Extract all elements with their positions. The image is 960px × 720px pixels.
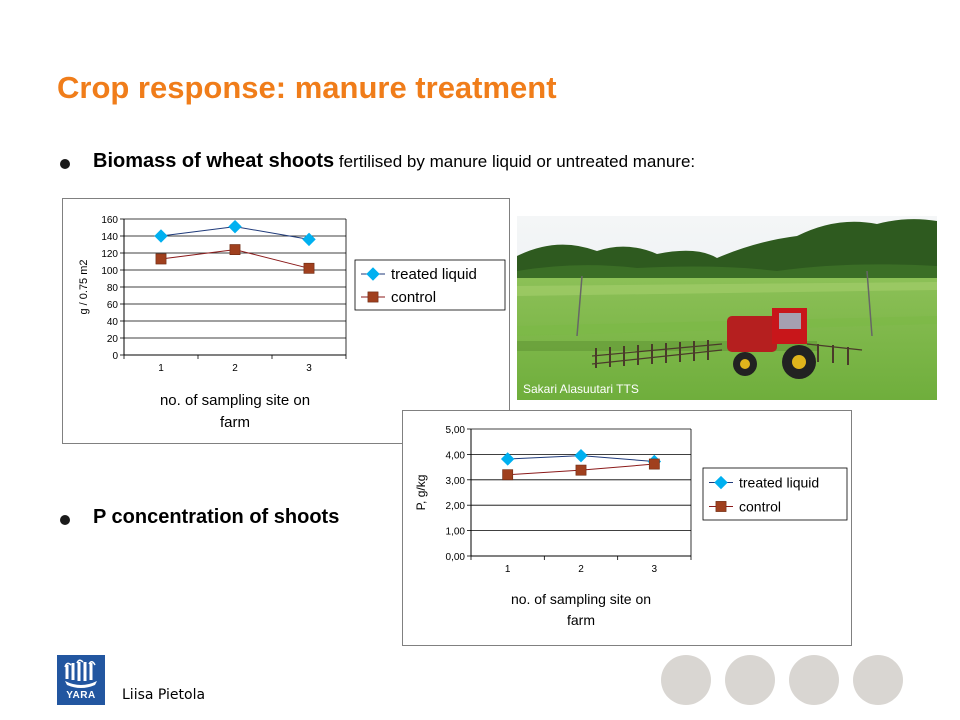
decorative-circle (853, 655, 903, 705)
decorative-circle (789, 655, 839, 705)
y-tick-label: 160 (101, 215, 118, 226)
data-point-square (229, 244, 241, 255)
tractor-photo: Sakari Alasuutari TTS (517, 216, 937, 400)
data-point-square (648, 458, 660, 470)
y-tick-label: 120 (101, 249, 118, 260)
bullet-strong-text: P concentration of shoots (93, 506, 340, 528)
decorative-circle (661, 655, 711, 705)
y-tick-label: 2,00 (446, 501, 466, 512)
x-axis-label-line1: no. of sampling site on (511, 591, 651, 607)
x-tick-label: 1 (158, 363, 164, 374)
bullet-normal-text: fertilised by manure liquid or untreated… (334, 152, 696, 171)
tractor-photo-image (517, 216, 937, 400)
legend-marker-diamond (714, 475, 728, 490)
data-point-diamond (574, 448, 588, 463)
legend-label: treated liquid (391, 266, 477, 283)
y-tick-label: 1,00 (446, 527, 466, 538)
photo-credit: Sakari Alasuutari TTS (523, 382, 639, 396)
slide-title: Crop response: manure treatment (57, 70, 557, 105)
x-axis-label-line2: farm (567, 612, 595, 628)
author-name: Liisa Pietola (122, 687, 206, 703)
legend-box (354, 259, 506, 311)
legend-label: control (739, 498, 781, 514)
yara-logo: YARA (57, 655, 105, 705)
bullet-text: Biomass of wheat shoots fertilised by ma… (93, 150, 695, 173)
p-concentration-chart: 0,00 1,00 2,00 3,00 4,00 5,00 1 2 3 P, g/kg no. of… (402, 410, 852, 646)
legend-box (702, 467, 848, 521)
y-axis-label: g / 0.75 m2 (78, 259, 90, 314)
y-tick-label: 20 (107, 334, 119, 345)
y-tick-label: 0 (112, 351, 118, 362)
data-point-square (155, 253, 167, 265)
y-tick-label: 4,00 (446, 450, 466, 461)
bullet-dot (60, 515, 70, 525)
bullet-dot (60, 159, 70, 169)
data-point-square (303, 262, 315, 274)
decorative-circle (725, 655, 775, 705)
legend-marker-diamond (366, 267, 380, 281)
legend-label: treated liquid (739, 475, 819, 491)
bullet-strong-text: Biomass of wheat shoots (93, 150, 335, 172)
data-point-square (575, 464, 587, 476)
legend-marker-square (367, 291, 379, 303)
y-axis-label: P, g/kg (414, 475, 428, 511)
x-tick-label: 2 (232, 363, 238, 374)
x-tick-label: 2 (578, 564, 584, 575)
x-tick-label: 3 (306, 363, 312, 374)
yara-viking-ship-icon (64, 659, 97, 688)
y-tick-label: 60 (107, 300, 119, 311)
bullet-text: P concentration of shoots (93, 506, 339, 529)
data-point-diamond (154, 229, 168, 243)
x-axis-label-line2: farm (220, 414, 250, 431)
yara-logo-text: YARA (66, 690, 96, 701)
x-tick-label: 3 (652, 564, 658, 575)
data-point-diamond (302, 232, 316, 247)
p-concentration-chart-svg: 0,00 1,00 2,00 3,00 4,00 5,00 1 2 3 P, g/kg no. of… (414, 425, 848, 628)
y-tick-label: 3,00 (446, 476, 466, 487)
legend-marker-square (715, 501, 727, 512)
y-tick-label: 140 (101, 232, 118, 243)
x-tick-label: 1 (505, 564, 511, 575)
data-point-diamond (228, 219, 242, 234)
x-axis-label-line1: no. of sampling site on (160, 392, 310, 409)
y-tick-label: 0,00 (446, 552, 466, 563)
data-point-square (502, 469, 514, 481)
biomass-chart-svg: 0 20 40 60 80 100 120 140 160 1 2 3 g / 0.75 m2 no. o… (78, 215, 506, 431)
y-tick-label: 40 (107, 317, 119, 328)
y-tick-label: 80 (107, 283, 119, 294)
y-tick-label: 100 (101, 266, 118, 277)
y-tick-label: 5,00 (446, 425, 466, 436)
legend-label: control (391, 289, 436, 306)
data-point-diamond (500, 452, 515, 466)
biomass-chart: 0 20 40 60 80 100 120 140 160 1 2 3 g / 0.75 m2 no. o… (62, 198, 510, 444)
